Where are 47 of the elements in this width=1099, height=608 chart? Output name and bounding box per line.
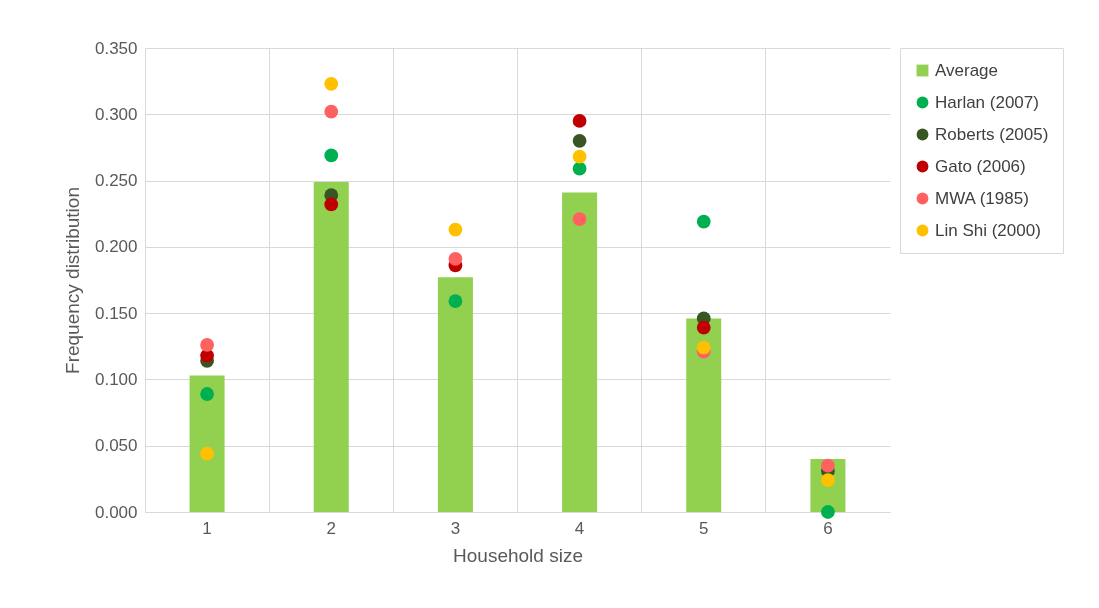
legend-label: Harlan (2007)	[935, 92, 1039, 112]
point	[696, 214, 711, 229]
point	[572, 133, 587, 148]
legend-label: Roberts (2005)	[935, 124, 1049, 144]
point	[572, 161, 587, 176]
x-tick-label: 5	[699, 518, 709, 538]
point	[572, 212, 587, 226]
y-tick-label: 0.350	[94, 38, 138, 58]
point	[696, 340, 711, 355]
y-axis-title: Frequency distribution	[61, 187, 83, 374]
bar	[189, 375, 225, 512]
point	[200, 446, 214, 461]
point	[448, 251, 463, 266]
bar	[686, 318, 722, 512]
y-tick-label: 0.100	[94, 369, 138, 389]
point	[572, 149, 587, 164]
y-tick-label: 0.150	[94, 303, 138, 323]
point	[448, 222, 463, 237]
bar	[313, 181, 349, 512]
x-tick-label: 6	[823, 518, 833, 538]
x-tick-label: 3	[450, 518, 461, 538]
y-tick-label: 0.000	[94, 502, 138, 522]
point	[200, 387, 214, 401]
x-tick-label: 2	[326, 518, 336, 538]
y-tick-label: 0.300	[94, 104, 138, 124]
x-axis-title: Household size	[453, 544, 583, 566]
x-tick-label: 1	[202, 518, 212, 538]
point	[821, 505, 835, 519]
legend-label: Average	[935, 60, 999, 80]
x-tick-label: 4	[574, 518, 585, 538]
bar	[437, 277, 473, 512]
legend-label: Lin Shi (2000)	[935, 220, 1041, 240]
point	[696, 320, 711, 335]
point	[821, 458, 835, 473]
point	[324, 197, 339, 212]
y-tick-label: 0.250	[94, 171, 138, 191]
point	[324, 148, 339, 163]
y-tick-label: 0.200	[94, 237, 138, 257]
y-tick-label: 0.050	[94, 436, 138, 456]
bar	[562, 192, 598, 512]
point	[572, 114, 587, 128]
legend-label: Gato (2006)	[935, 156, 1026, 176]
point	[324, 76, 339, 91]
point	[324, 104, 339, 119]
point	[448, 294, 463, 309]
legend-label: MWA (1985)	[935, 188, 1029, 208]
point	[200, 338, 214, 352]
